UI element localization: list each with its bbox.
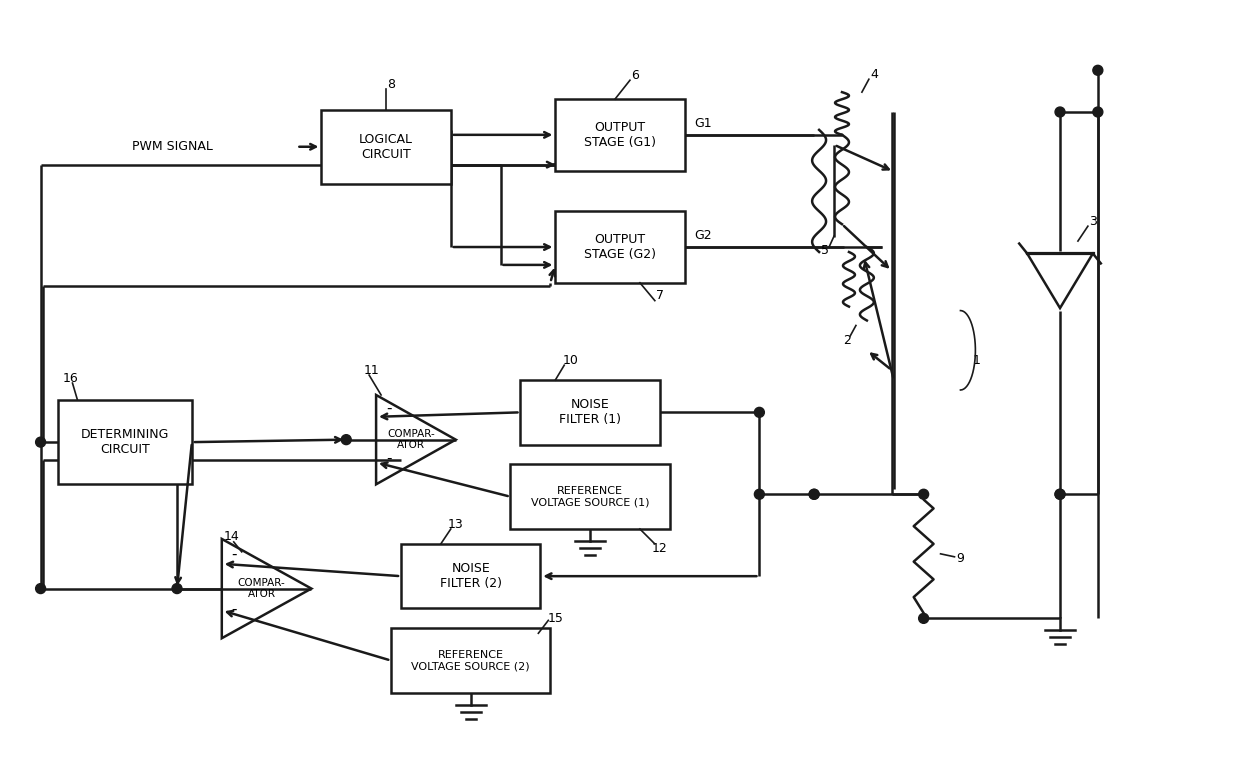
Text: -: - [232, 601, 237, 616]
Text: 13: 13 [448, 518, 464, 530]
Text: 12: 12 [652, 542, 667, 555]
Circle shape [1055, 489, 1065, 499]
Text: OUTPUT
STAGE (G1): OUTPUT STAGE (G1) [584, 121, 656, 149]
Text: 3: 3 [1089, 215, 1097, 228]
Text: 7: 7 [656, 289, 663, 302]
Bar [391, 628, 551, 693]
Text: OUTPUT
STAGE (G2): OUTPUT STAGE (G2) [584, 233, 656, 261]
Text: 9: 9 [956, 552, 965, 565]
Text: PWM SIGNAL: PWM SIGNAL [133, 141, 213, 153]
Text: COMPAR-
ATOR: COMPAR- ATOR [238, 578, 285, 599]
Circle shape [810, 489, 820, 499]
Text: 1: 1 [972, 354, 981, 367]
Circle shape [36, 583, 46, 594]
Text: 14: 14 [224, 530, 239, 544]
Text: REFERENCE
VOLTAGE SOURCE (1): REFERENCE VOLTAGE SOURCE (1) [531, 486, 650, 508]
Text: 2: 2 [843, 333, 851, 347]
Circle shape [341, 435, 351, 444]
Bar [511, 465, 670, 529]
Text: COMPAR-
ATOR: COMPAR- ATOR [387, 429, 435, 451]
Text: 8: 8 [387, 77, 396, 91]
Text: 6: 6 [631, 69, 639, 82]
Text: -: - [232, 547, 237, 562]
Text: G2: G2 [694, 229, 712, 242]
Bar [57, 400, 192, 484]
Circle shape [1092, 107, 1102, 117]
Circle shape [1055, 489, 1065, 499]
Circle shape [172, 583, 182, 594]
Text: 16: 16 [62, 372, 78, 384]
Circle shape [1055, 107, 1065, 117]
Circle shape [1092, 66, 1102, 75]
Text: NOISE
FILTER (2): NOISE FILTER (2) [440, 562, 502, 590]
Text: REFERENCE
VOLTAGE SOURCE (2): REFERENCE VOLTAGE SOURCE (2) [412, 650, 529, 672]
Circle shape [810, 489, 820, 499]
Text: LOGICAL
CIRCUIT: LOGICAL CIRCUIT [360, 134, 413, 161]
Text: 4: 4 [870, 68, 878, 80]
Text: G1: G1 [694, 117, 712, 130]
Text: 10: 10 [562, 354, 578, 367]
Circle shape [754, 408, 764, 417]
Circle shape [919, 489, 929, 499]
Text: DETERMINING
CIRCUIT: DETERMINING CIRCUIT [81, 428, 169, 456]
Bar [521, 380, 660, 444]
Bar [556, 99, 684, 170]
Circle shape [919, 613, 929, 623]
Text: 5: 5 [821, 244, 830, 258]
Bar [401, 544, 541, 608]
Bar [556, 212, 684, 283]
Text: 11: 11 [363, 364, 379, 376]
Text: -: - [386, 451, 392, 465]
Text: 15: 15 [547, 612, 563, 625]
Circle shape [754, 489, 764, 499]
Bar [321, 110, 451, 184]
Circle shape [36, 437, 46, 447]
Text: NOISE
FILTER (1): NOISE FILTER (1) [559, 398, 621, 426]
Text: -: - [386, 401, 392, 415]
